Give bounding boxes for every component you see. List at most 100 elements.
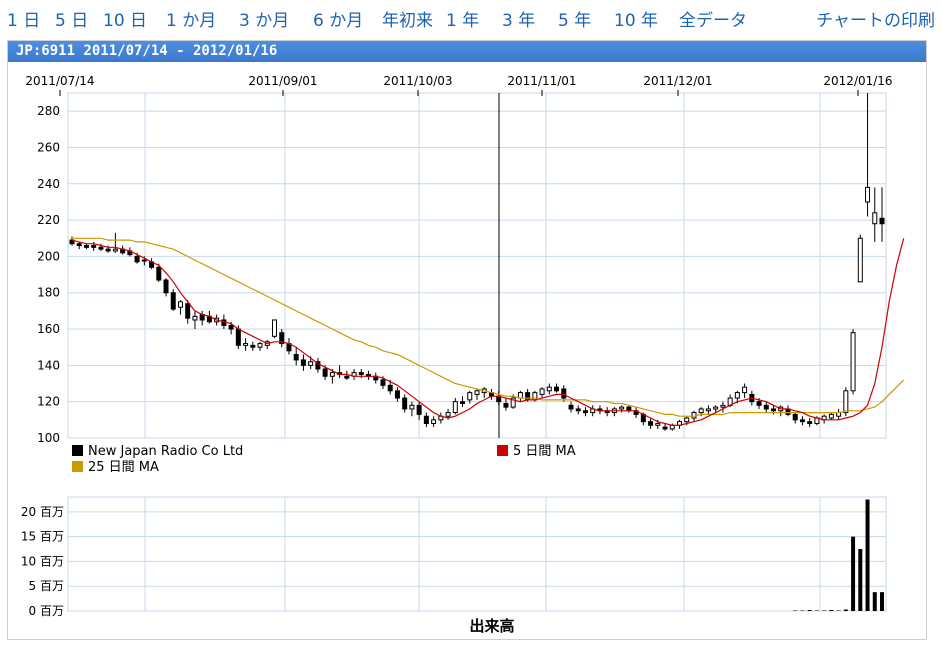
volume-bar [807, 610, 812, 611]
range-ytd[interactable]: 年初来 [382, 11, 433, 31]
candle-body [279, 332, 285, 345]
candle-body [112, 248, 118, 252]
candle-body [460, 401, 466, 404]
candle-body [416, 404, 422, 415]
range-5d[interactable]: 5 日 [55, 11, 89, 31]
volume-bar [843, 609, 848, 611]
stock-chart[interactable]: 100 120 140 160 180 200 220 240 260 280 2011/07/14… [8, 41, 926, 639]
candle-body [568, 404, 574, 410]
candle-body [648, 421, 654, 426]
candle-body [467, 392, 473, 401]
price-plot-area [67, 92, 887, 439]
y-tick-label: 200 [37, 249, 60, 263]
volume-plot-area [67, 496, 887, 612]
volume-axis-label: 出来高 [469, 617, 514, 635]
range-selector-bar: 1 日 5 日 10 日 1 か月 3 か月 6 か月 年初来 1 年 3 年 … [0, 0, 941, 34]
y-tick-label: 140 [37, 358, 60, 372]
volume-bar [858, 549, 863, 611]
candle-body [575, 408, 581, 412]
volume-bar [851, 536, 856, 611]
x-date-label: 2012/01/16 [823, 74, 892, 88]
candle-body [329, 372, 335, 377]
ma25-line [72, 237, 905, 417]
candle-body [843, 390, 849, 414]
range-10d[interactable]: 10 日 [103, 11, 148, 31]
candle-body [257, 343, 263, 348]
candle-body [272, 319, 277, 337]
range-1y[interactable]: 1 年 [446, 11, 480, 31]
range-3m[interactable]: 3 か月 [239, 11, 290, 31]
volume-tick-label: 5 百万 [29, 579, 64, 593]
candle-body [344, 375, 350, 379]
candle-body [720, 404, 726, 408]
candle-body [582, 410, 588, 414]
candle-body [423, 415, 429, 424]
y-tick-label: 280 [37, 104, 60, 118]
x-date-label: 2011/07/14 [25, 74, 94, 88]
candle-body [698, 408, 704, 414]
candle-body [431, 419, 437, 424]
candle-body [865, 186, 871, 203]
candle-body [546, 386, 552, 392]
candle-body [474, 390, 480, 395]
volume-bar [865, 499, 870, 611]
candle-body [293, 353, 299, 361]
x-date-label: 2011/09/01 [248, 74, 317, 88]
volume-tick-label: 15 百万 [21, 530, 64, 544]
candle-body [91, 245, 97, 248]
y-tick-label: 260 [37, 140, 60, 154]
range-5y[interactable]: 5 年 [558, 11, 592, 31]
candle-body [713, 406, 719, 410]
range-all[interactable]: 全データ [679, 11, 747, 31]
candle-body [380, 379, 386, 386]
y-tick-label: 240 [37, 177, 60, 191]
candle-body [539, 388, 545, 395]
candle-body [619, 406, 625, 410]
candle-body [771, 408, 777, 412]
candle-body [69, 239, 75, 245]
legend-swatch [497, 445, 508, 456]
volume-bar [880, 592, 884, 611]
candle-body [872, 212, 878, 225]
candle-body [243, 343, 249, 346]
ma5-line [71, 238, 905, 426]
candle-body [503, 403, 509, 408]
range-10y[interactable]: 10 年 [614, 11, 659, 31]
candle-body [192, 315, 198, 321]
chart-title: JP:6911 2011/07/14 - 2012/01/16 [16, 43, 278, 59]
candle-body [850, 332, 856, 392]
print-chart-link[interactable]: チャートの印刷 [816, 11, 935, 31]
x-date-label: 2011/11/01 [507, 74, 576, 88]
legend-label: 5 日間 MA [513, 444, 576, 459]
candle-body [879, 217, 885, 225]
volume-bar [872, 592, 877, 611]
candle-body [163, 279, 169, 294]
legend-swatch [72, 445, 83, 456]
candle-body [228, 324, 234, 330]
candle-body [409, 404, 415, 410]
y-tick-label: 120 [37, 395, 60, 409]
candle-body [235, 328, 241, 346]
legend-label: 25 日間 MA [88, 460, 159, 475]
candle-body [857, 237, 863, 283]
chart-title-bar: JP:6911 2011/07/14 - 2012/01/16 [8, 41, 926, 62]
candle-body [308, 361, 314, 366]
y-tick-label: 160 [37, 322, 60, 336]
candle-body [387, 384, 393, 392]
candle-body [105, 248, 111, 252]
candle-body [525, 392, 531, 401]
range-6m[interactable]: 6 か月 [313, 11, 364, 31]
candle-body [76, 243, 82, 247]
candle-body [742, 386, 748, 394]
candle-body [807, 421, 813, 424]
legend-swatch [72, 461, 83, 472]
range-3y[interactable]: 3 年 [502, 11, 536, 31]
candle-body [358, 372, 364, 375]
candle-body [792, 413, 798, 421]
range-1d[interactable]: 1 日 [7, 11, 41, 31]
candle-body [734, 392, 740, 399]
candle-body [452, 401, 458, 414]
range-1m[interactable]: 1 か月 [166, 11, 217, 31]
volume-tick-label: 0 百万 [29, 604, 64, 618]
candle-body [141, 259, 147, 262]
